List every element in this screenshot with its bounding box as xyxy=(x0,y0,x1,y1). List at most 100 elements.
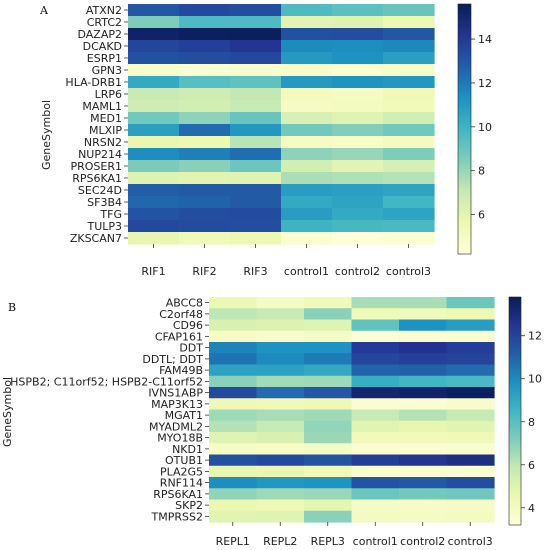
heatmap-cell xyxy=(446,432,495,444)
column-label: REPL3 xyxy=(311,535,345,548)
heatmap-cell xyxy=(230,124,282,137)
column-label: RIF3 xyxy=(243,265,267,278)
heatmap-cell xyxy=(383,148,435,161)
heatmap-cell xyxy=(351,297,400,309)
row-label: ESRP1 xyxy=(87,52,122,65)
heatmap-cell xyxy=(209,499,258,512)
heatmap-cell xyxy=(281,4,333,17)
heatmap-cell xyxy=(256,297,305,309)
heatmap-cell xyxy=(256,375,305,388)
heatmap-cell xyxy=(281,16,333,29)
heatmap-cell xyxy=(332,76,384,89)
heatmap-cell xyxy=(128,208,180,221)
heatmap-cell xyxy=(209,465,258,478)
heatmap-cell xyxy=(446,330,495,343)
row-label: ATXN2 xyxy=(86,4,122,17)
column-label: control2 xyxy=(335,265,380,278)
heatmap-panel-b: B GeneSymbol ABCC8C2orf48CD96CFAP161DDTD… xyxy=(1,297,542,548)
heatmap-cell xyxy=(383,172,435,185)
heatmap-cell xyxy=(351,488,400,501)
heatmap-cell xyxy=(304,443,353,456)
colorbar-tick-label: 10 xyxy=(478,121,492,134)
heatmap-cell xyxy=(179,148,231,161)
row-label: NRSN2 xyxy=(84,136,122,149)
heatmap-cell xyxy=(230,28,282,41)
heatmap-panel-a: A GeneSymbol ATXN2CRTC2DAZAP2DCAKDESRP1G… xyxy=(39,3,492,278)
row-label: LRP6 xyxy=(95,88,122,101)
heatmap-cell xyxy=(179,208,231,221)
heatmap-cell xyxy=(446,409,495,422)
heatmap-cell xyxy=(128,220,180,233)
heatmap-cell xyxy=(304,330,353,343)
heatmap-cell xyxy=(179,232,231,245)
row-label: SKP2 xyxy=(175,499,203,512)
heatmap-cell xyxy=(256,319,305,332)
heatmap-cell xyxy=(351,510,400,523)
heatmap-cell xyxy=(128,100,180,113)
heatmap-cell xyxy=(128,124,180,137)
column-label: control1 xyxy=(284,265,329,278)
heatmap-cell xyxy=(351,454,400,467)
heatmap-cell xyxy=(209,319,258,332)
heatmap-cell xyxy=(179,52,231,65)
heatmap-cell xyxy=(281,100,333,113)
column-label: control3 xyxy=(386,265,431,278)
heatmap-cell xyxy=(383,28,435,41)
heatmap-cell xyxy=(179,28,231,41)
colorbar-tick-label: 4 xyxy=(528,502,535,515)
heatmap-cell xyxy=(256,387,305,399)
heatmap-cell xyxy=(230,220,282,233)
heatmap-cell xyxy=(304,465,353,478)
row-label: MYO18B xyxy=(157,432,203,445)
heatmap-cell xyxy=(383,100,435,113)
heatmap-cell xyxy=(351,499,400,512)
heatmap-cell xyxy=(399,398,448,411)
row-label: DCAKD xyxy=(83,40,122,53)
panel-label-a: A xyxy=(39,4,49,17)
heatmap-cell xyxy=(399,443,448,456)
colorbar xyxy=(457,3,472,255)
heatmap-cell xyxy=(256,364,305,377)
row-label: MYADML2 xyxy=(149,420,203,433)
heatmap-cell xyxy=(446,398,495,411)
heatmap-cell xyxy=(351,353,400,366)
heatmap-cell xyxy=(446,420,495,433)
heatmap-cell xyxy=(256,477,305,489)
heatmap-cell xyxy=(179,160,231,173)
heatmap-cell xyxy=(304,308,353,321)
heatmap-cell xyxy=(128,184,180,197)
heatmap-cell xyxy=(332,52,384,65)
colorbar-tick-label: 10 xyxy=(528,373,542,386)
heatmap-cell xyxy=(256,409,305,422)
heatmap-cell xyxy=(383,16,435,29)
heatmap-cell xyxy=(256,342,305,354)
heatmap-cell xyxy=(128,64,180,77)
heatmap-cell xyxy=(351,432,400,444)
heatmap-cell xyxy=(128,28,180,41)
heatmap-cell xyxy=(446,488,495,501)
heatmap-cell xyxy=(446,342,495,354)
row-label: RPS6KA1 xyxy=(72,172,122,185)
heatmap-cell xyxy=(209,488,258,501)
heatmap-cell xyxy=(209,330,258,343)
heatmap-cell xyxy=(179,88,231,101)
heatmap-cell xyxy=(230,208,282,221)
heatmap-cell xyxy=(332,148,384,161)
row-label: MGAT1 xyxy=(165,409,203,422)
heatmap-cell xyxy=(399,477,448,489)
heatmap-cell xyxy=(230,40,282,53)
heatmap-cell xyxy=(256,308,305,321)
heatmap-cell xyxy=(399,319,448,332)
heatmap-cell xyxy=(281,196,333,209)
heatmap-cell xyxy=(230,160,282,173)
heatmap-cell xyxy=(332,208,384,221)
heatmap-cell xyxy=(209,375,258,388)
heatmap-cell xyxy=(446,465,495,478)
heatmap-cell xyxy=(209,398,258,411)
heatmap-cell xyxy=(332,184,384,197)
row-label: DDTL; DDT xyxy=(142,353,203,366)
heatmap-cell xyxy=(256,420,305,433)
heatmap-cell xyxy=(446,477,495,489)
heatmap-cell xyxy=(383,208,435,221)
heatmap-cell xyxy=(351,375,400,388)
